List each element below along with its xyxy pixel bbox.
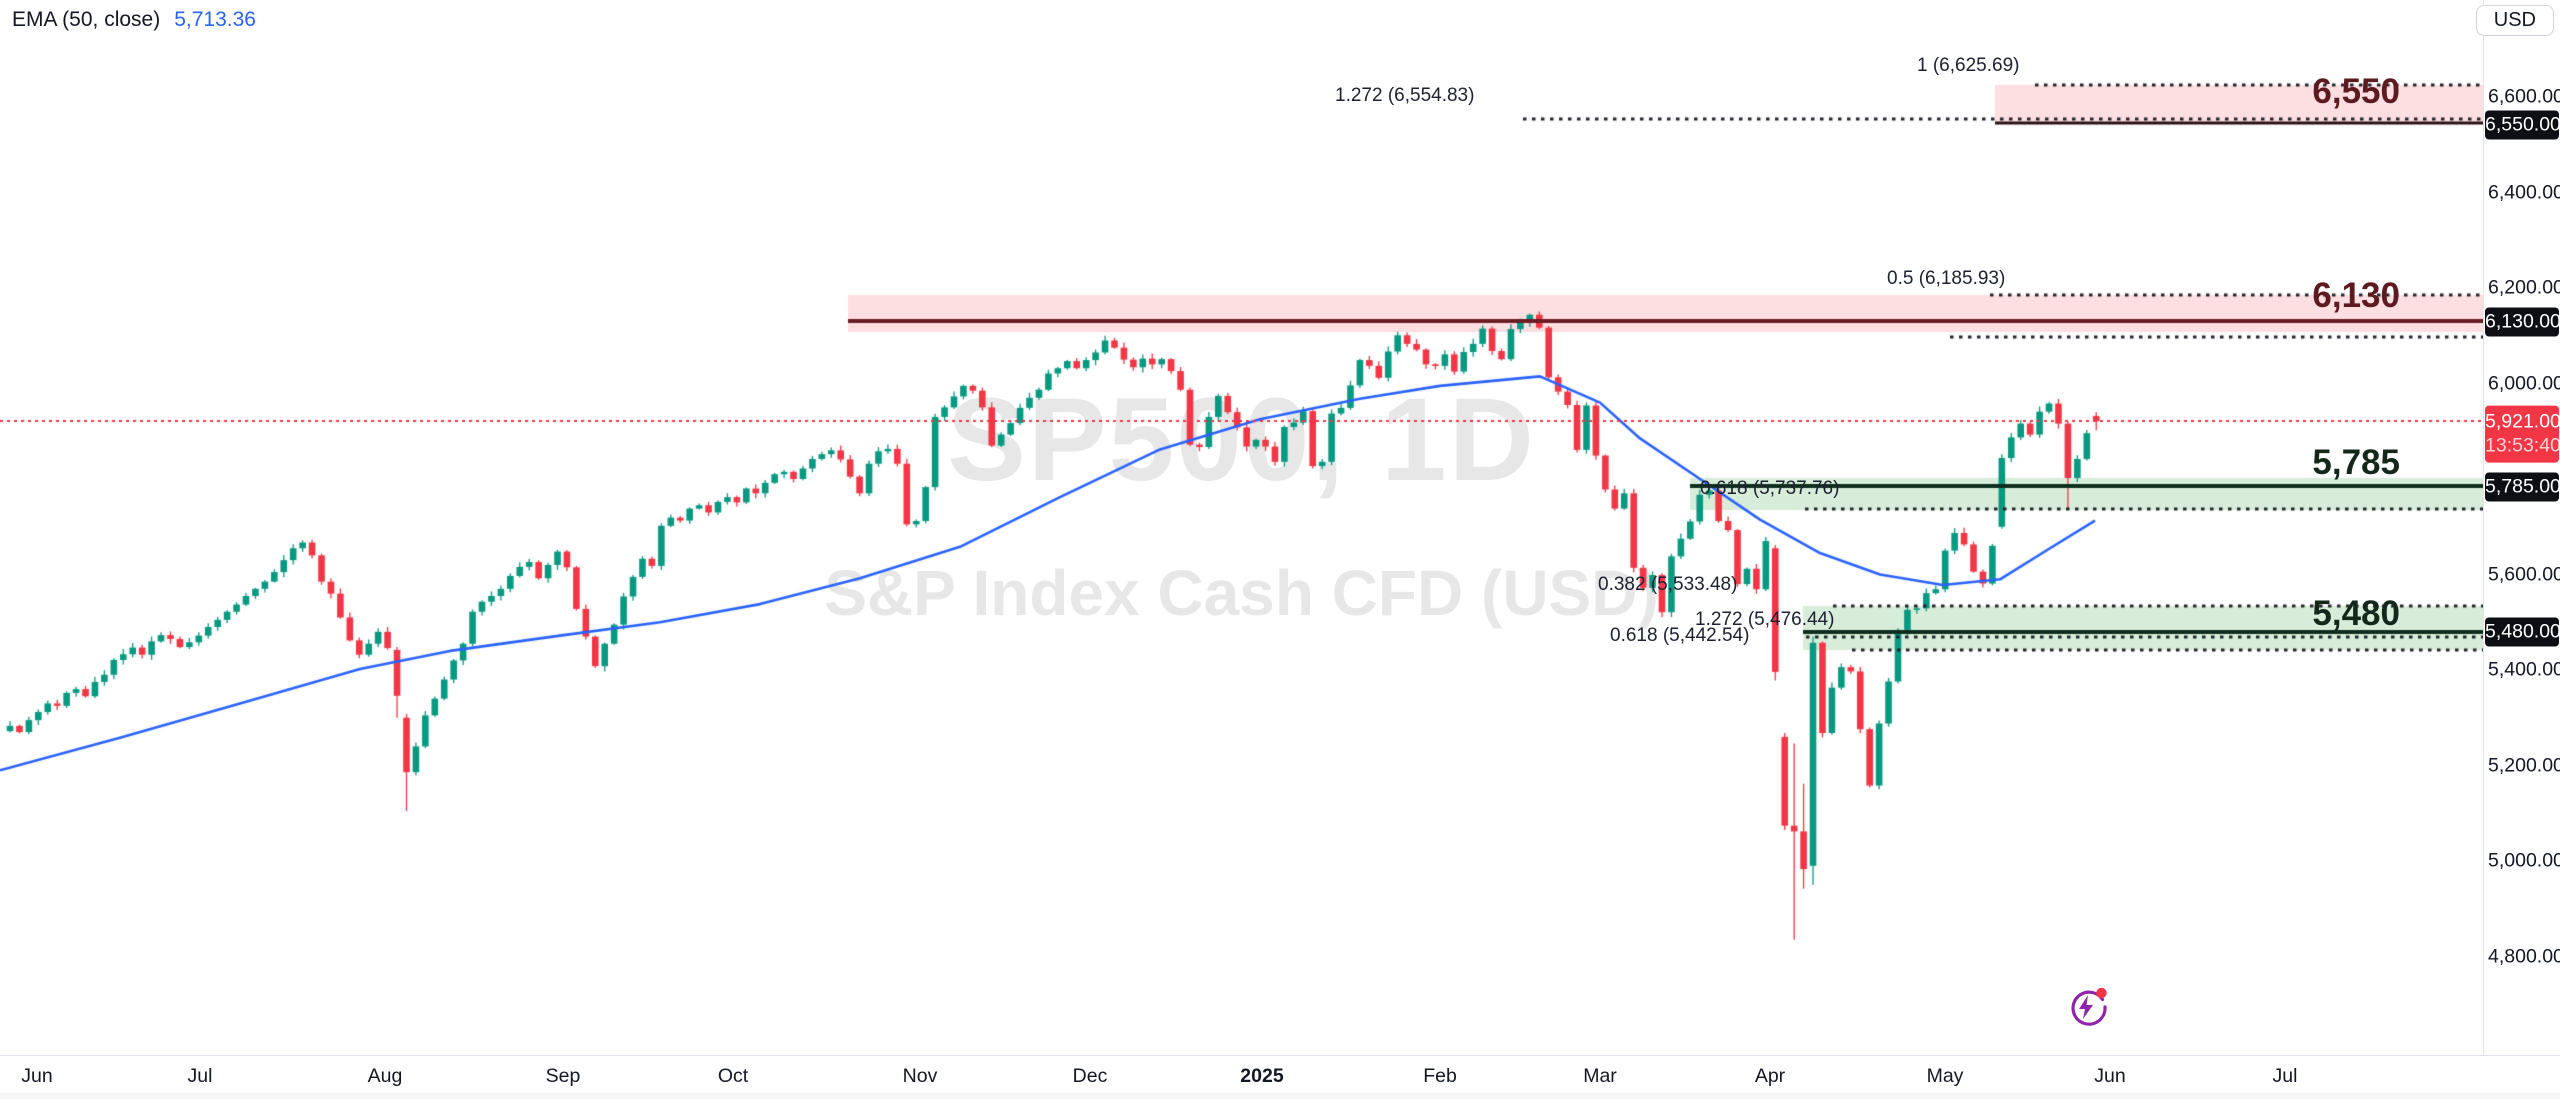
price-axis-label: 6,400.00 [2488,181,2560,204]
price-level-pill: 5,785.00 [2485,472,2560,502]
time-axis-strip [0,1093,2560,1099]
currency-button[interactable]: USD [2475,5,2554,36]
current-price-pill: 5,921.00 13:53:40 [2485,405,2560,463]
time-axis[interactable]: Jun Jul Aug Sep Oct Nov Dec 2025 Feb Mar Apr May Jun… [0,1055,2560,1099]
indicator-name: EMA (50, close) [12,8,161,31]
price-axis-label: 5,200.00 [2488,754,2560,777]
time-axis-label-mar[interactable]: Mar [1583,1065,1617,1087]
time-axis-label-nov[interactable]: Nov [902,1065,938,1087]
time-axis-label-sep[interactable]: Sep [545,1065,581,1087]
current-price-value: 5,921.00 [2485,410,2560,433]
price-axis-label: 4,800.00 [2488,945,2560,968]
time-axis-label-apr[interactable]: Apr [1754,1065,1786,1087]
price-axis-label: 5,000.00 [2488,849,2560,872]
chart-area[interactable]: SP500, 1D S&P Index Cash CFD (USD) 6,550… [0,0,2483,1055]
price-axis-label: 6,600.00 [2488,85,2560,108]
time-axis-label-aug[interactable]: Aug [367,1065,403,1087]
price-axis-label: 5,400.00 [2488,658,2560,681]
time-axis-label-jul[interactable]: Jul [2272,1065,2298,1087]
time-axis-label-may[interactable]: May [1926,1065,1964,1087]
price-axis-label: 6,200.00 [2488,276,2560,299]
time-axis-label-dec[interactable]: Dec [1072,1065,1108,1087]
time-axis-label-jun[interactable]: Jun [2094,1065,2126,1087]
price-level-pill: 6,550.00 [2485,110,2560,140]
countdown-timer: 13:53:40 [2485,435,2560,457]
time-axis-label-feb[interactable]: Feb [1423,1065,1457,1087]
price-axis-label: 5,600.00 [2488,563,2560,586]
lightning-bolt-icon [2079,995,2093,1019]
notification-dot [2096,987,2107,999]
price-level-pill: 6,130.00 [2485,307,2560,337]
flash-boost-icon[interactable] [2063,984,2109,1030]
time-axis-label-2025[interactable]: 2025 [1240,1065,1284,1087]
price-level-pill: 5,480.00 [2485,617,2560,647]
time-axis-label-jun[interactable]: Jun [21,1065,53,1087]
indicator-value: 5,713.36 [174,8,256,31]
time-axis-label-oct[interactable]: Oct [717,1065,749,1087]
time-axis-label-jul[interactable]: Jul [187,1065,213,1087]
indicator-legend[interactable]: EMA (50, close) 5,713.36 [12,8,256,32]
price-axis[interactable]: 6,600.00 6,400.00 6,200.00 6,000.00 5,600.00… [2483,0,2560,1055]
candlestick-chart[interactable] [0,0,2483,1055]
price-axis-label: 6,000.00 [2488,372,2560,395]
